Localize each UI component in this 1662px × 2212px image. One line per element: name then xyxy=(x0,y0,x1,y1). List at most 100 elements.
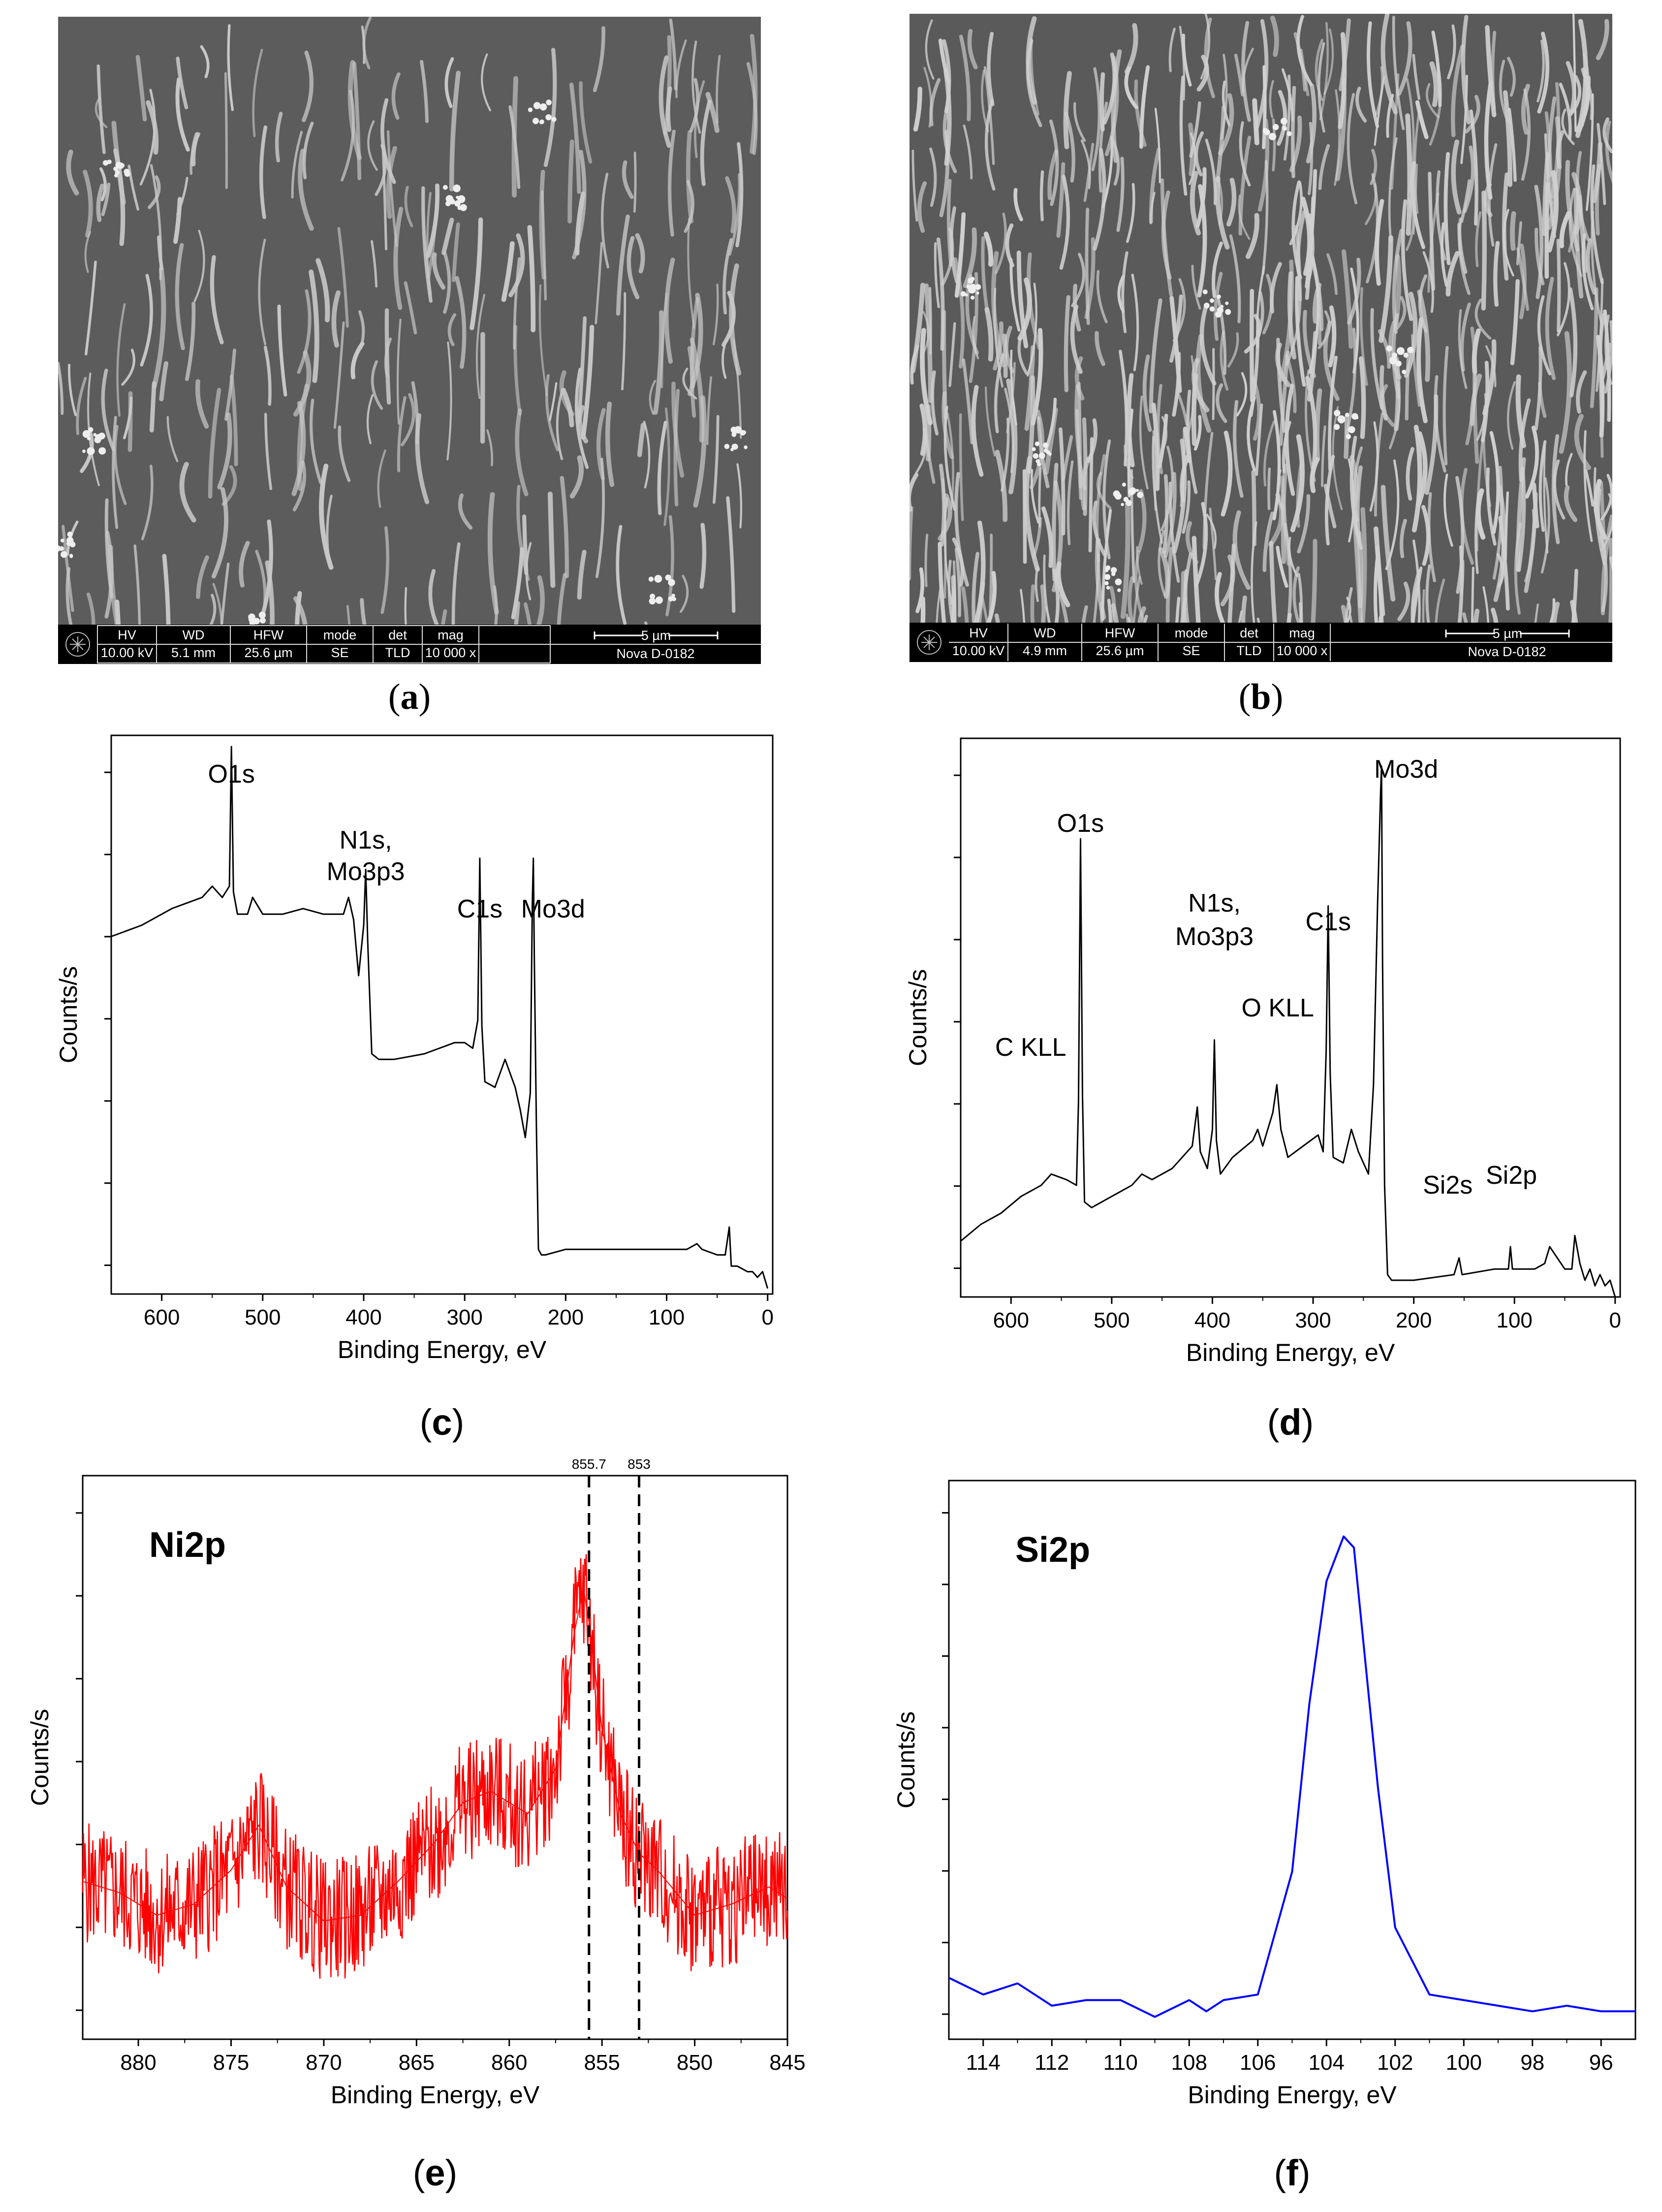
nanofiber xyxy=(1282,421,1291,474)
nanofiber xyxy=(1270,15,1279,57)
nanofiber xyxy=(1131,273,1139,372)
nanofiber xyxy=(1081,605,1088,623)
nanofiber xyxy=(669,18,678,91)
nanofiber xyxy=(1422,251,1434,313)
nanofiber xyxy=(1590,287,1599,409)
scale-bar-label: 5 µm xyxy=(641,628,671,643)
nanofiber xyxy=(1571,172,1583,235)
plot-frame xyxy=(110,734,774,1295)
nanofiber xyxy=(536,575,545,625)
nanofiber xyxy=(1484,80,1493,200)
nanofiber xyxy=(384,308,391,405)
nanofiber xyxy=(1445,251,1460,297)
nanofiber xyxy=(337,227,349,328)
nanofiber xyxy=(1194,131,1204,177)
panel-b: HV 10.00 kV WD 4.9 mm HFW 25.6 µm mode SE det TLD… xyxy=(909,14,1612,717)
databar-value: SE xyxy=(331,645,348,660)
databar-value: 10 000 x xyxy=(1277,643,1328,658)
nanofiber xyxy=(1026,16,1037,105)
nanofiber xyxy=(959,413,964,521)
scale-bar-label: 5 µm xyxy=(1493,626,1523,641)
nanofiber xyxy=(1375,545,1384,623)
nanofiber xyxy=(1458,309,1468,389)
particle-cluster xyxy=(59,546,64,551)
particle-cluster xyxy=(1038,452,1045,459)
nanofiber xyxy=(600,172,609,269)
nanofiber xyxy=(1380,384,1395,427)
particle-cluster xyxy=(1122,482,1126,487)
particle-cluster xyxy=(654,575,662,583)
nanofiber xyxy=(420,60,429,123)
nanofiber xyxy=(487,492,499,615)
x-tick-label: 500 xyxy=(1094,1308,1129,1332)
nanofiber xyxy=(1345,327,1357,435)
nanofiber xyxy=(1489,431,1500,534)
particle-cluster xyxy=(61,551,67,558)
nanofiber xyxy=(193,229,205,302)
particle-cluster xyxy=(1126,500,1132,506)
nanofiber xyxy=(1475,211,1482,267)
nanofiber xyxy=(1189,132,1196,186)
nanofiber xyxy=(367,120,378,171)
nanofiber xyxy=(1482,586,1490,623)
chart-c: 600 500 400 300 200 100 0 Binding Energy, eV Cou… xyxy=(55,734,774,1443)
databar-value: 10.00 kV xyxy=(952,643,1005,658)
particle-cluster xyxy=(1135,489,1139,492)
nanofiber xyxy=(1324,455,1335,546)
nanofiber xyxy=(1406,447,1414,501)
nanofiber xyxy=(1457,545,1464,623)
nanofiber xyxy=(934,242,940,309)
nanofiber xyxy=(1163,472,1177,558)
particle-cluster xyxy=(545,114,552,121)
nanofiber xyxy=(1605,121,1612,184)
nanofiber xyxy=(1132,576,1141,623)
y-axis-label: Counts/s xyxy=(55,966,82,1063)
nanofiber xyxy=(302,122,314,180)
particle-cluster xyxy=(533,118,539,125)
nanofiber xyxy=(690,337,704,443)
plot-frame xyxy=(960,737,1621,1298)
nanofiber xyxy=(1308,122,1314,195)
nanofiber xyxy=(1124,23,1138,74)
particle-cluster xyxy=(1345,412,1349,417)
x-tick-label: 300 xyxy=(446,1305,482,1329)
particle-cluster xyxy=(655,596,663,604)
databar-value: SE xyxy=(1182,643,1200,658)
nanofiber xyxy=(1169,294,1183,363)
nanofiber xyxy=(1425,83,1440,118)
particle-cluster xyxy=(88,427,94,433)
nanofiber xyxy=(1202,432,1214,550)
nanofiber xyxy=(1136,546,1143,585)
nanofiber xyxy=(1572,14,1577,132)
nanofiber xyxy=(140,274,153,367)
nanofiber xyxy=(959,34,971,122)
particle-cluster xyxy=(457,195,466,203)
nanofiber xyxy=(735,142,744,248)
nanofiber xyxy=(1608,537,1612,623)
nanofiber xyxy=(994,613,1000,623)
nanofiber xyxy=(195,379,209,429)
nanofiber xyxy=(1568,188,1583,277)
nanofiber xyxy=(293,350,312,417)
nanofiber xyxy=(929,147,937,207)
nanofiber xyxy=(579,81,593,164)
nanofiber xyxy=(1465,326,1477,445)
particle-cluster xyxy=(970,284,976,289)
nanofiber xyxy=(1120,502,1130,619)
nanofiber xyxy=(941,478,947,599)
nanofiber xyxy=(1288,537,1298,577)
nanofiber xyxy=(1192,536,1201,623)
nanofiber xyxy=(200,45,210,78)
databar-value: 25.6 µm xyxy=(1096,643,1144,658)
nanofiber xyxy=(1127,373,1135,468)
nanofiber xyxy=(352,62,362,181)
nanofiber xyxy=(1200,14,1211,80)
nanofiber xyxy=(1515,374,1526,448)
y-axis-label: Counts/s xyxy=(904,969,932,1066)
peak-label: O1s xyxy=(1057,809,1104,838)
particle-cluster xyxy=(1105,569,1109,572)
nanofiber xyxy=(1215,105,1226,182)
nanofiber xyxy=(1252,98,1259,146)
nanofiber xyxy=(1547,96,1557,178)
nanofiber xyxy=(549,382,558,422)
